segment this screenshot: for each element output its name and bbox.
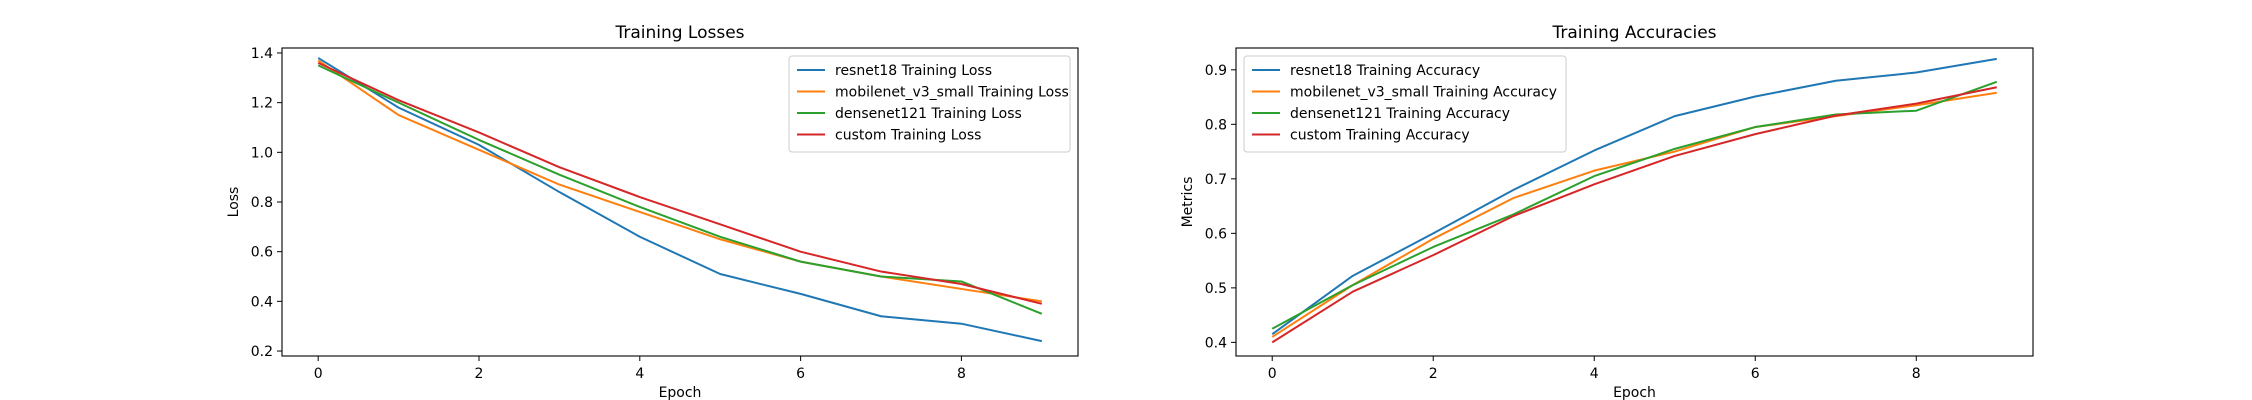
chart-title: Training Losses xyxy=(614,23,744,43)
chart-title: Training Accuracies xyxy=(1551,23,1716,43)
legend-label: custom Training Accuracy xyxy=(1290,128,1470,144)
x-tick-label: 4 xyxy=(1590,366,1599,382)
x-tick-label: 2 xyxy=(475,366,484,382)
training-losses-chart: 0 2 4 6 8 0.2 0.4 0.6 0.8 1.0 1.2 1.4 Training Losse… xyxy=(226,23,1079,400)
series-line xyxy=(317,64,1043,315)
series-line xyxy=(317,57,1043,343)
y-axis-label: Loss xyxy=(226,187,242,218)
y-tick-label: 0.6 xyxy=(1205,226,1227,242)
x-tick-label: 0 xyxy=(1268,366,1277,382)
y-tick-label: 0.7 xyxy=(1205,172,1227,188)
legend-label: densenet121 Training Accuracy xyxy=(1290,106,1510,122)
legend-label: custom Training Loss xyxy=(835,128,981,144)
y-tick-label: 1.0 xyxy=(251,145,273,161)
y-tick-label: 0.2 xyxy=(251,344,273,360)
legend-box xyxy=(1243,55,1567,153)
y-tick-label: 0.4 xyxy=(1205,335,1227,351)
x-tick-label: 6 xyxy=(1751,366,1760,382)
y-tick-label: 0.5 xyxy=(1205,281,1227,297)
legend-box xyxy=(788,55,1071,153)
series-line xyxy=(1271,80,1998,330)
legend-label: resnet18 Training Accuracy xyxy=(1290,63,1480,79)
x-tick-label: 8 xyxy=(957,366,966,382)
x-tick-label: 4 xyxy=(635,366,644,382)
legend-label: mobilenet_v3_small Training Loss xyxy=(835,85,1069,101)
y-tick-label: 1.2 xyxy=(251,96,273,112)
series-line xyxy=(317,59,1042,303)
y-tick-label: 0.4 xyxy=(251,294,273,310)
legend-label: resnet18 Training Loss xyxy=(835,63,992,79)
x-tick-label: 8 xyxy=(1912,366,1921,382)
x-axis-label: Epoch xyxy=(659,385,702,400)
y-tick-label: 0.9 xyxy=(1205,63,1227,79)
legend-label: densenet121 Training Loss xyxy=(835,106,1022,122)
x-tick-label: 6 xyxy=(796,366,805,382)
series-line xyxy=(1271,91,1997,338)
legend-label: mobilenet_v3_small Training Accuracy xyxy=(1290,85,1557,101)
plot-frame xyxy=(1235,47,2034,357)
x-tick-label: 2 xyxy=(1429,366,1438,382)
x-tick-label: 0 xyxy=(314,366,323,382)
y-tick-label: 0.8 xyxy=(1205,117,1227,133)
x-axis-label: Epoch xyxy=(1613,385,1656,400)
y-tick-label: 1.4 xyxy=(251,46,273,62)
series-line xyxy=(1271,57,1997,335)
series-line xyxy=(317,61,1043,305)
training-accuracies-chart: 0 2 4 6 8 0.4 0.5 0.6 0.7 0.8 0.9 Training Accuraci… xyxy=(1180,23,2034,400)
y-axis-label: Metrics xyxy=(1180,177,1196,228)
y-tick-label: 0.6 xyxy=(251,245,273,261)
series-line xyxy=(1271,86,1997,344)
y-tick-label: 0.8 xyxy=(251,195,273,211)
